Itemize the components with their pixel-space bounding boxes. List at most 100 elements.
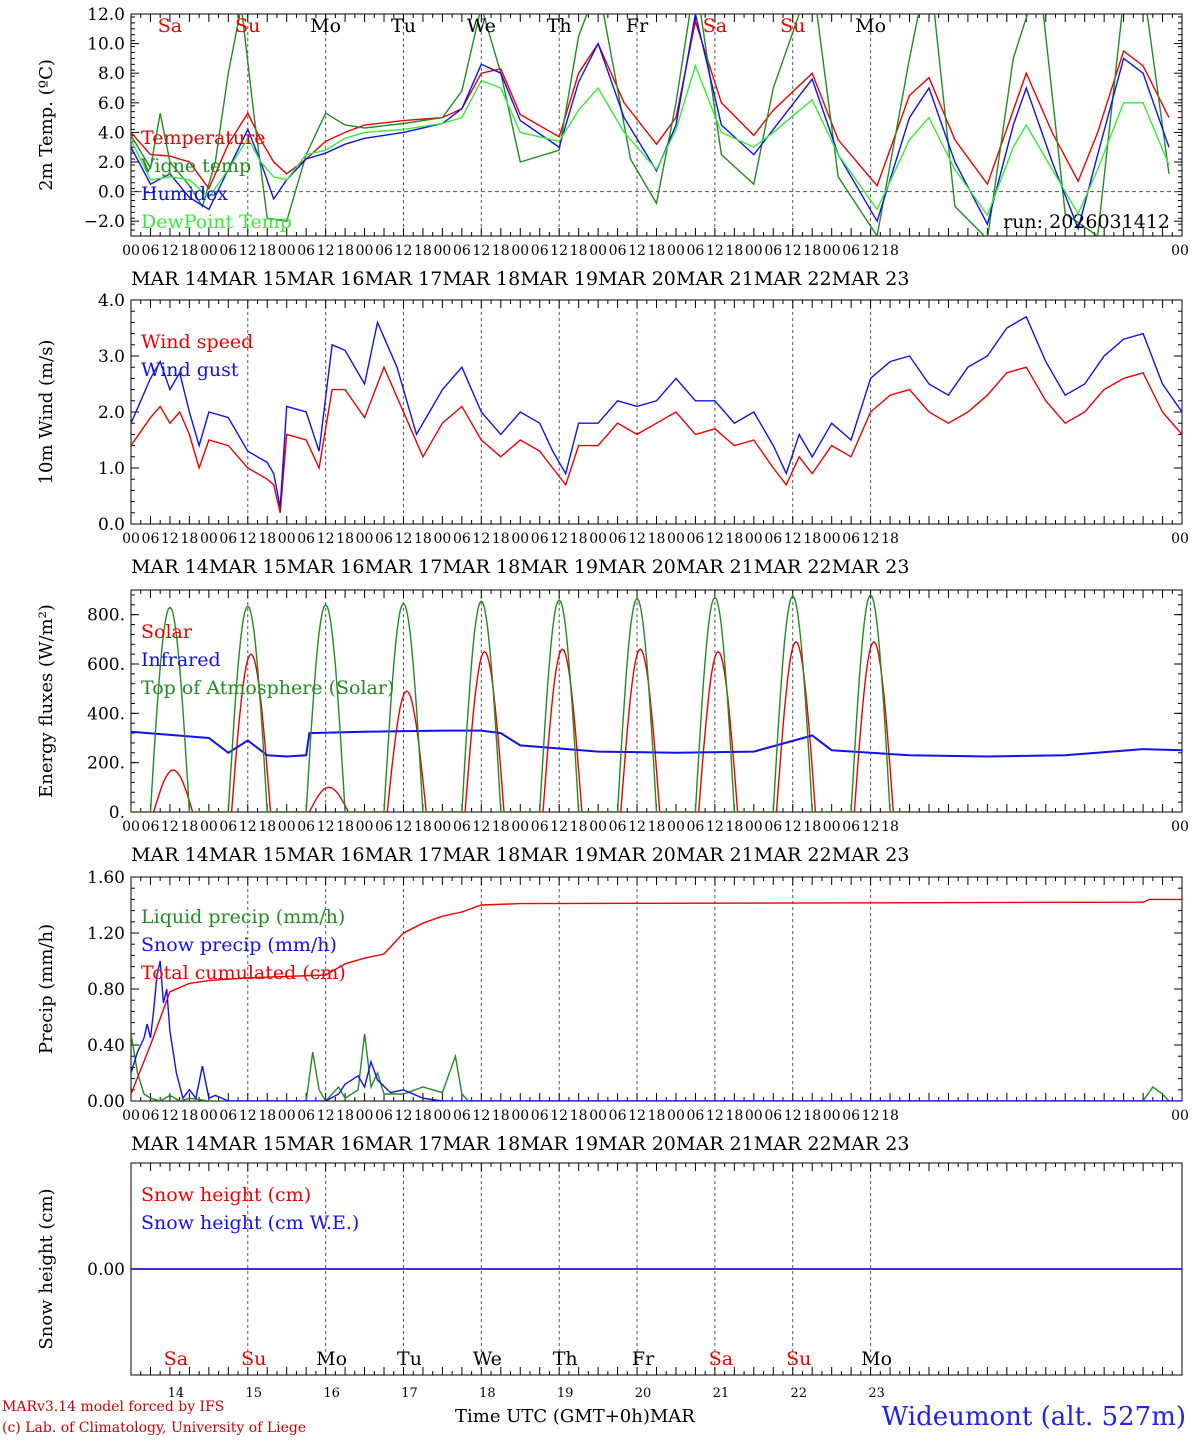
- date-label: MAR 14: [131, 268, 209, 290]
- weekday-label: Tu: [391, 15, 416, 37]
- hour-label: 06: [764, 243, 782, 259]
- weekday-label: Sa: [709, 1348, 733, 1370]
- date-label: MAR 22: [754, 844, 832, 866]
- hour-label: 12: [862, 819, 880, 835]
- hour-label: 18: [336, 1108, 354, 1124]
- hour-label: 00: [278, 819, 296, 835]
- hour-label: 06: [297, 531, 315, 547]
- hour-label: 12: [395, 531, 413, 547]
- date-label: MAR 16: [287, 556, 365, 578]
- hour-label: 18: [492, 531, 510, 547]
- hour-label: 00: [589, 819, 607, 835]
- y-tick-label: −2.0: [84, 212, 125, 232]
- hour-label: 06: [531, 819, 549, 835]
- weekday-label: Su: [780, 15, 805, 37]
- hour-label: 18: [648, 243, 666, 259]
- panel-snow: 0.00 Snow height (cm) Snow height (cm) Snow…: [36, 1162, 1183, 1401]
- y-tick-label: 0.80: [87, 980, 125, 1000]
- hour-label: 00: [589, 531, 607, 547]
- hour-label: 06: [142, 243, 160, 259]
- hour-label: 18: [648, 531, 666, 547]
- legend-entry: Solar: [141, 621, 193, 643]
- y-tick-label: 800.: [87, 606, 125, 626]
- hour-label: 00: [278, 531, 296, 547]
- legend-entry: Temperature: [141, 127, 265, 149]
- y-axis-title: 10m Wind (m/s): [36, 340, 57, 485]
- y-tick-label: 0.00: [87, 1260, 125, 1280]
- date-label: MAR 14: [131, 1133, 209, 1155]
- hour-label: 06: [609, 819, 627, 835]
- y-tick-label: 600.: [87, 655, 125, 675]
- hour-label: 06: [453, 819, 471, 835]
- legend-entry: Snow height (cm): [141, 1184, 311, 1206]
- hour-label: 06: [687, 1108, 705, 1124]
- hour-label: 00: [433, 819, 451, 835]
- hour-label: 00: [356, 243, 374, 259]
- hour-label: 06: [842, 531, 860, 547]
- legend-entry: Total cumulated (cm): [141, 962, 346, 984]
- date-label: MAR 20: [598, 556, 676, 578]
- date-label: MAR 14: [131, 556, 209, 578]
- y-tick-label: 12.0: [87, 5, 125, 25]
- hour-label: 06: [453, 243, 471, 259]
- hour-label: 12: [317, 819, 335, 835]
- hour-label: 12: [550, 819, 568, 835]
- hour-label: 06: [142, 819, 160, 835]
- date-label: MAR 19: [520, 268, 598, 290]
- date-label: MAR 18: [442, 556, 520, 578]
- series-line-snow-precip-mm-h-: [131, 960, 1182, 1101]
- date-label: MAR 17: [365, 1133, 443, 1155]
- date-label: MAR 16: [287, 844, 365, 866]
- series-line-wind-gust: [131, 315, 1182, 508]
- y-tick-label: 0.40: [87, 1036, 125, 1056]
- hour-label: 06: [842, 819, 860, 835]
- hour-label: 00: [356, 1108, 374, 1124]
- hour-label: 00: [667, 1108, 685, 1124]
- day-number-label: 23: [868, 1386, 885, 1401]
- panel-wind: 0.0 1.0 2.0 3.0 4.0 10m Wind (m/s) Wind speed W…: [36, 291, 1189, 578]
- hour-label: 12: [862, 1108, 880, 1124]
- hour-label: 00: [122, 243, 140, 259]
- hour-label: 00: [589, 243, 607, 259]
- y-tick-label: 3.0: [98, 347, 125, 367]
- hour-label: 00: [667, 243, 685, 259]
- hour-label: 12: [550, 531, 568, 547]
- day-number-label: 21: [713, 1386, 730, 1401]
- hour-label: 00: [122, 531, 140, 547]
- hour-label: 12: [239, 243, 257, 259]
- hour-label: 00: [433, 1108, 451, 1124]
- hour-label: 18: [881, 819, 899, 835]
- hour-label: 12: [472, 1108, 490, 1124]
- date-label: MAR 19: [520, 844, 598, 866]
- hour-label: 18: [180, 819, 198, 835]
- date-label: MAR 20: [598, 1133, 676, 1155]
- weekday-label: Sa: [703, 15, 727, 37]
- hour-label: 06: [375, 243, 393, 259]
- date-label: MAR 23: [832, 844, 910, 866]
- hour-label: 18: [725, 531, 743, 547]
- weekday-label: Th: [553, 1348, 578, 1370]
- hour-label: 18: [492, 1108, 510, 1124]
- weekday-label: Mo: [855, 15, 886, 37]
- hour-label: 00: [745, 819, 763, 835]
- date-label: MAR 20: [598, 844, 676, 866]
- date-label: MAR 17: [365, 844, 443, 866]
- y-tick-label: 1.20: [87, 924, 125, 944]
- hour-label: 06: [531, 531, 549, 547]
- hour-label: 12: [317, 531, 335, 547]
- hour-label: 18: [803, 819, 821, 835]
- hour-label: 00: [823, 531, 841, 547]
- hour-label: 18: [336, 243, 354, 259]
- y-axis-title: Precip (mm/h): [36, 924, 57, 1054]
- weekday-label: Mo: [861, 1348, 892, 1370]
- date-label: MAR 18: [442, 844, 520, 866]
- hour-label: 12: [161, 243, 179, 259]
- hour-label: 06: [219, 819, 237, 835]
- hour-label: 06: [764, 531, 782, 547]
- legend-entry: Humidex: [141, 183, 228, 205]
- hour-label: 18: [803, 1108, 821, 1124]
- hour-label: 06: [609, 531, 627, 547]
- weekday-label: Sa: [158, 15, 182, 37]
- hour-label: 06: [764, 1108, 782, 1124]
